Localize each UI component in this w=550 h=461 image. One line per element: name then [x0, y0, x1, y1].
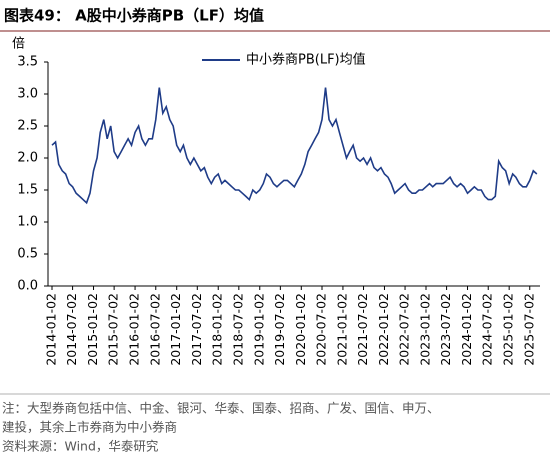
legend-label: 中小券商PB(LF)均值: [246, 52, 366, 68]
legend-box: [195, 50, 390, 70]
x-tick-label: 2024-01-02: [459, 293, 474, 366]
x-tick-label: 2020-01-02: [293, 293, 308, 366]
x-tick-label: 2019-07-02: [272, 293, 287, 366]
y-tick-label: 3.5: [17, 55, 38, 70]
x-tick-label: 2024-07-02: [480, 293, 495, 366]
x-tick-label: 2018-01-02: [210, 293, 225, 366]
source: 资料来源：Wind，华泰研究: [2, 439, 159, 454]
x-tick-label: 2021-07-02: [355, 293, 370, 366]
x-tick-label: 2016-01-02: [127, 293, 142, 366]
x-tick-label: 2022-07-02: [397, 293, 412, 366]
x-tick-label: 2015-01-02: [85, 293, 100, 366]
x-tick-label: 2022-01-02: [376, 293, 391, 366]
y-tick-label: 3.0: [17, 87, 38, 102]
y-tick-label: 0.5: [17, 247, 38, 262]
x-tick-label: 2025-01-02: [501, 293, 516, 366]
x-tick-label: 2018-07-02: [230, 293, 245, 366]
chart-title: 图表49： A股中小券商PB（LF）均值: [4, 7, 264, 25]
y-unit: 倍: [12, 37, 25, 52]
x-tick-label: 2014-07-02: [64, 293, 79, 366]
x-tick-label: 2015-07-02: [106, 293, 121, 366]
y-tick-label: 2.0: [17, 151, 38, 166]
y-tick-label: 1.0: [17, 215, 38, 230]
series-line: [51, 87, 538, 205]
x-tick-label: 2014-01-02: [44, 293, 59, 366]
x-tick-label: 2021-01-02: [334, 293, 349, 366]
x-tick-label: 2023-01-02: [417, 293, 432, 366]
x-tick-label: 2020-07-02: [313, 293, 328, 366]
x-tick-label: 2017-01-02: [168, 293, 183, 366]
note: 注：大型券商包括中信、中金、银河、华泰、国泰、招商、广发、国信、申万、: [2, 401, 440, 416]
y-tick-label: 1.5: [17, 183, 38, 198]
y-tick-label: 0.0: [17, 279, 38, 294]
x-tick-label: 2016-07-02: [147, 293, 162, 366]
x-tick-label: 2017-07-02: [189, 293, 204, 366]
y-tick-label: 2.5: [17, 119, 38, 134]
x-tick-label: 2025-07-02: [521, 293, 536, 366]
x-tick-label: 2019-01-02: [251, 293, 266, 366]
note: 建投，其余上市券商为中小券商: [2, 420, 177, 435]
x-tick-label: 2023-07-02: [438, 293, 453, 366]
